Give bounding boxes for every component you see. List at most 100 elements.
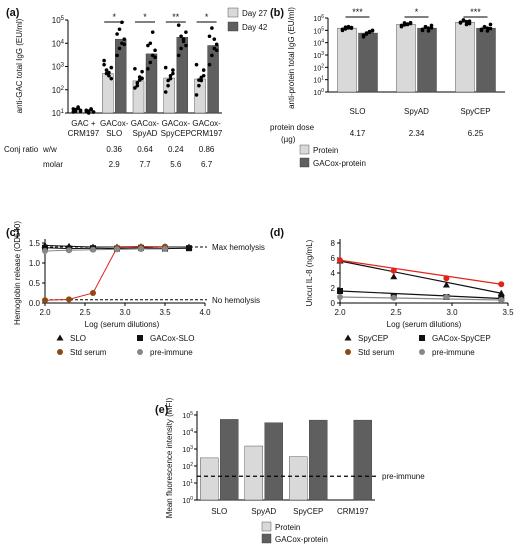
panel-label: (a) — [6, 7, 20, 19]
data-point — [107, 73, 111, 78]
data-point — [423, 25, 428, 29]
data-point — [467, 19, 472, 24]
trend-line — [339, 259, 502, 285]
data-point — [443, 294, 450, 300]
data-point — [133, 86, 137, 90]
data-point — [148, 41, 153, 46]
data-point — [148, 60, 153, 65]
data-point — [66, 296, 72, 303]
data-point — [102, 62, 106, 67]
data-point — [426, 29, 431, 33]
data-point — [135, 83, 140, 88]
data-point — [343, 27, 348, 31]
data-point — [429, 26, 434, 30]
x-tick-label: 4.0 — [199, 308, 211, 317]
data-point — [186, 245, 192, 252]
ratio-ww-value: 0.86 — [199, 145, 215, 154]
x-tick-label: 3.0 — [119, 308, 131, 317]
dose-value: 6.25 — [468, 129, 484, 138]
data-point — [461, 18, 466, 22]
x-tick-label: 2.0 — [334, 308, 346, 317]
bar-protein — [289, 456, 308, 501]
data-point — [402, 23, 407, 27]
data-point — [117, 27, 122, 32]
bar-day-42 — [114, 38, 127, 114]
x-tick-label: SLO — [106, 129, 122, 138]
data-point — [426, 26, 431, 30]
data-point — [163, 90, 168, 94]
data-point — [485, 29, 490, 33]
trend-line — [339, 290, 502, 300]
data-point — [42, 244, 48, 251]
data-point — [214, 48, 219, 53]
bar-protein — [455, 22, 475, 93]
y-axis-label: Uncut IL-8 (ng/mL) — [305, 239, 314, 306]
data-point — [212, 37, 217, 41]
y-tick-label: 0 — [331, 299, 336, 308]
y-tick-label: 106 — [313, 14, 324, 23]
data-point — [166, 83, 170, 88]
series-line — [44, 248, 165, 252]
series-line — [44, 246, 166, 301]
data-point — [102, 58, 106, 63]
data-point — [66, 247, 72, 254]
data-point — [482, 25, 487, 29]
ratio-ww-value: 0.64 — [137, 145, 153, 154]
legend-label: Day 42 — [242, 23, 268, 32]
y-tick-label: 103 — [182, 445, 193, 454]
data-point — [194, 93, 199, 97]
panel-e: (e)Mean fluorescence intensity (MFI) 100 1… — [155, 397, 425, 544]
legend-label: GACox-SpyCEP — [432, 334, 491, 343]
data-point — [115, 32, 119, 36]
data-point — [176, 23, 181, 27]
data-point — [104, 68, 109, 72]
data-point — [122, 37, 127, 41]
data-point — [117, 46, 122, 51]
bar-day-42 — [145, 53, 158, 114]
data-point — [179, 34, 183, 39]
legend-label: pre-immune — [150, 348, 193, 357]
data-point — [405, 22, 410, 26]
data-point — [122, 42, 127, 47]
data-point — [135, 80, 140, 85]
data-point — [86, 109, 91, 113]
dose-value: 4.17 — [350, 129, 366, 138]
y-tick-label: 104 — [52, 39, 65, 48]
x-tick-label: GAC + — [71, 119, 96, 128]
data-point — [464, 22, 469, 27]
data-point — [337, 288, 343, 294]
trend-line — [339, 296, 502, 301]
data-point — [78, 109, 83, 113]
data-point — [153, 48, 157, 53]
legend-marker — [419, 335, 425, 341]
panel-label: (c) — [6, 227, 20, 239]
y-tick-label: 104 — [313, 39, 324, 48]
data-point — [390, 273, 398, 280]
data-point — [337, 257, 343, 264]
data-point — [367, 30, 372, 35]
legend-marker — [137, 349, 143, 355]
data-point — [497, 289, 505, 296]
y-axis-label: Hemoglobin release (OD540) — [13, 221, 22, 325]
data-point — [42, 248, 48, 254]
x-tick-label: SpyCEP — [293, 507, 323, 516]
legend-swatch — [227, 7, 239, 18]
x-tick-label: SLO — [349, 107, 365, 116]
bar-gacox-protein — [358, 32, 378, 93]
pre-immune-label: pre-immune — [382, 472, 425, 481]
panel-label: (e) — [155, 404, 169, 416]
legend-label: pre-immune — [432, 348, 475, 357]
y-tick-label: 105 — [313, 26, 324, 35]
x-tick-label: CRM197 — [68, 129, 100, 138]
legend-swatch — [299, 157, 310, 168]
data-point — [163, 65, 168, 70]
legend-marker — [137, 335, 143, 341]
y-tick-label: 100 — [313, 88, 324, 97]
y-tick-label: 8 — [331, 239, 336, 248]
significance-mark: * — [112, 12, 116, 22]
y-axis-label: anti-GAC total IgG (EU/ml) — [15, 18, 24, 113]
data-point — [399, 24, 404, 29]
data-point — [201, 73, 206, 78]
legend-marker — [57, 349, 63, 355]
max-hemolysis-label: Max hemolysis — [212, 243, 265, 252]
